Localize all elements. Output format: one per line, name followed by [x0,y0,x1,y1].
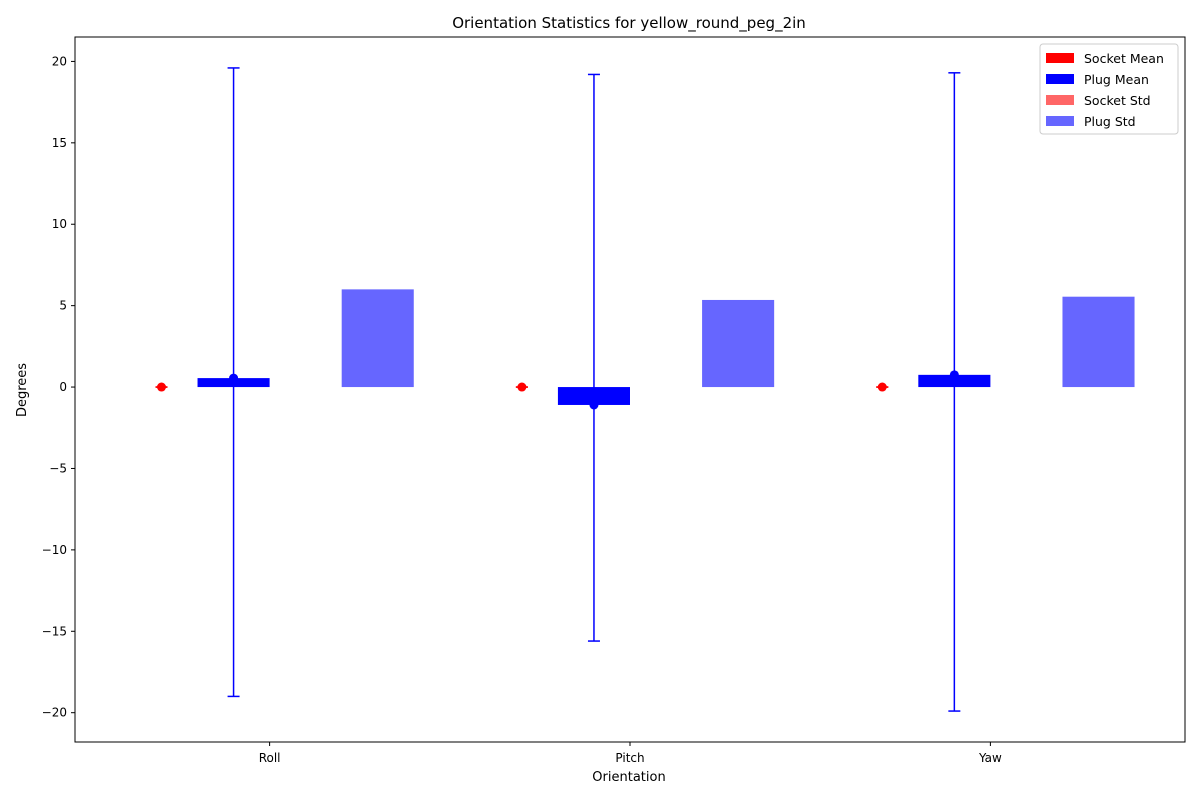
errorbar-plug-mean-yaw-marker [949,370,959,380]
legend-swatch-socket-mean [1046,53,1074,63]
errorbar-socket-mean-yaw-marker [877,382,887,392]
y-tick-label: −20 [42,706,67,720]
y-axis-title: Degrees [15,363,30,417]
y-axis: −20 −15 −10 −5 0 5 10 15 20 [42,54,75,720]
x-axis: Roll Pitch Yaw [259,742,1002,765]
legend-swatch-plug-std [1046,116,1074,126]
x-tick-label-roll: Roll [259,751,281,765]
bar-plug-std-yaw [1062,296,1135,388]
y-tick-label: 5 [59,299,67,313]
y-tick-label: 20 [52,54,67,68]
legend: Socket Mean Plug Mean Socket Std Plug Std [1039,43,1179,135]
y-tick-label: 15 [52,136,67,150]
errorbar-socket-mean-roll-marker [156,382,166,392]
chart-title: Orientation Statistics for yellow_round_… [452,14,806,33]
y-tick-label: −10 [42,543,67,557]
legend-frame [1039,43,1179,135]
bar-plug-std-pitch [702,299,775,388]
legend-swatch-socket-std [1046,95,1074,105]
bar-plug-std-roll [341,289,414,388]
legend-swatch-plug-mean [1046,74,1074,84]
y-tick-label: −15 [42,624,67,638]
x-tick-label-pitch: Pitch [615,751,644,765]
x-axis-title: Orientation [592,770,665,785]
errorbar-plug-mean-roll-marker [229,373,239,383]
legend-label-socket-mean: Socket Mean [1084,51,1164,66]
legend-label-socket-std: Socket Std [1084,93,1151,108]
x-tick-label-yaw: Yaw [978,751,1002,765]
errorbar-plug-mean-pitch-marker [589,400,599,410]
y-tick-label: 10 [52,217,67,231]
legend-label-plug-std: Plug Std [1084,114,1136,129]
y-tick-label: −5 [49,461,67,475]
legend-label-plug-mean: Plug Mean [1084,72,1149,87]
y-tick-label: 0 [59,380,67,394]
plot-area [74,36,1186,743]
errorbar-socket-mean-pitch-marker [517,382,527,392]
